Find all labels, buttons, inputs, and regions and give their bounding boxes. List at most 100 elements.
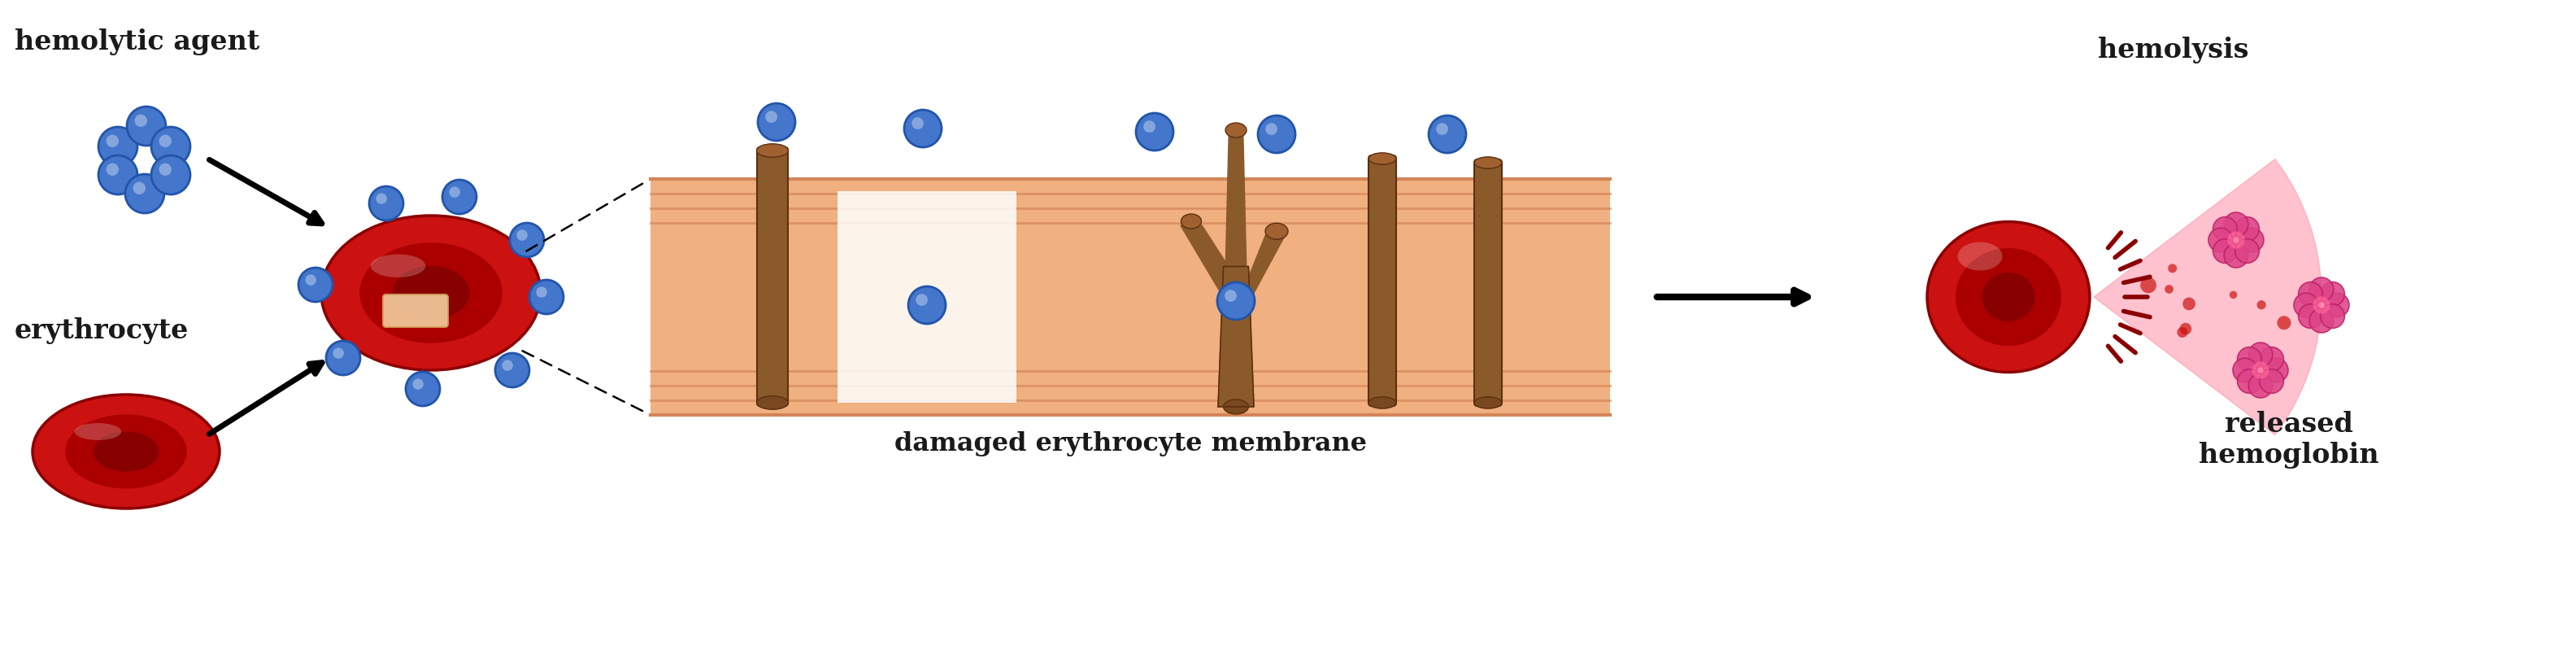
Circle shape: [134, 115, 147, 127]
Circle shape: [2239, 369, 2262, 393]
Circle shape: [2251, 362, 2269, 379]
Circle shape: [2208, 228, 2233, 252]
Circle shape: [510, 223, 544, 257]
Circle shape: [1437, 123, 1448, 135]
Circle shape: [2311, 277, 2334, 302]
Circle shape: [1136, 113, 1172, 150]
Polygon shape: [1226, 134, 1247, 281]
Circle shape: [126, 174, 165, 213]
Circle shape: [2213, 217, 2236, 241]
Ellipse shape: [75, 423, 121, 440]
Ellipse shape: [361, 243, 502, 343]
Circle shape: [2182, 297, 2195, 310]
Circle shape: [2228, 291, 2236, 299]
Circle shape: [98, 156, 137, 194]
Circle shape: [1257, 115, 1296, 153]
Circle shape: [1144, 121, 1157, 132]
Circle shape: [2246, 373, 2259, 386]
Polygon shape: [2094, 159, 2321, 435]
Text: released
hemoglobin: released hemoglobin: [2200, 411, 2380, 469]
Ellipse shape: [1981, 273, 2035, 322]
Polygon shape: [1180, 225, 1236, 295]
Circle shape: [2321, 282, 2344, 306]
Circle shape: [2257, 301, 2267, 310]
Circle shape: [1430, 115, 1466, 153]
Circle shape: [2228, 231, 2244, 248]
FancyBboxPatch shape: [757, 147, 788, 406]
Circle shape: [106, 134, 118, 147]
Circle shape: [2277, 316, 2290, 330]
Ellipse shape: [1265, 223, 1288, 239]
Circle shape: [2313, 297, 2331, 314]
Circle shape: [2311, 308, 2334, 333]
Circle shape: [2259, 347, 2282, 371]
Circle shape: [2233, 358, 2257, 382]
Ellipse shape: [322, 215, 541, 370]
Ellipse shape: [64, 415, 188, 488]
Circle shape: [757, 103, 796, 141]
Ellipse shape: [1180, 214, 1200, 229]
Circle shape: [502, 360, 513, 371]
Circle shape: [2259, 369, 2282, 393]
Ellipse shape: [1224, 399, 1249, 414]
Text: damaged erythrocyte membrane: damaged erythrocyte membrane: [894, 431, 1365, 457]
Circle shape: [2177, 327, 2187, 337]
Circle shape: [2326, 293, 2349, 317]
Circle shape: [765, 111, 778, 123]
Ellipse shape: [392, 266, 469, 320]
Circle shape: [98, 127, 137, 166]
Circle shape: [2321, 304, 2344, 328]
Circle shape: [495, 353, 528, 387]
Circle shape: [2179, 323, 2192, 335]
Circle shape: [912, 117, 925, 129]
Polygon shape: [2094, 159, 2321, 435]
Circle shape: [152, 127, 191, 166]
Ellipse shape: [757, 396, 788, 409]
Circle shape: [376, 193, 386, 204]
Circle shape: [2141, 277, 2156, 293]
Ellipse shape: [1368, 397, 1396, 409]
Circle shape: [2213, 239, 2236, 263]
Circle shape: [126, 107, 165, 146]
Circle shape: [2249, 374, 2272, 398]
Circle shape: [2169, 264, 2177, 273]
Ellipse shape: [1368, 153, 1396, 165]
Circle shape: [134, 182, 144, 194]
Circle shape: [914, 294, 927, 306]
Circle shape: [2293, 293, 2318, 317]
Ellipse shape: [1958, 242, 2002, 270]
Circle shape: [299, 268, 332, 302]
Circle shape: [160, 134, 173, 147]
Circle shape: [443, 180, 477, 214]
Text: hemolytic agent: hemolytic agent: [15, 28, 260, 55]
Polygon shape: [1236, 235, 1285, 308]
Ellipse shape: [1226, 123, 1247, 138]
Circle shape: [332, 348, 343, 358]
Circle shape: [412, 379, 422, 389]
Ellipse shape: [1473, 397, 1502, 409]
Circle shape: [407, 372, 440, 406]
Circle shape: [909, 287, 945, 324]
Circle shape: [2264, 358, 2287, 382]
Ellipse shape: [1927, 221, 2089, 372]
Circle shape: [536, 287, 546, 298]
Bar: [652, 179, 1610, 415]
FancyBboxPatch shape: [384, 295, 448, 327]
Ellipse shape: [1955, 248, 2061, 346]
Circle shape: [2236, 217, 2259, 241]
Polygon shape: [1218, 266, 1255, 407]
Circle shape: [2249, 343, 2272, 366]
Ellipse shape: [93, 432, 160, 471]
Circle shape: [2223, 243, 2249, 268]
Circle shape: [304, 275, 317, 285]
Circle shape: [518, 230, 528, 241]
Circle shape: [1224, 290, 1236, 302]
Circle shape: [1218, 282, 1255, 320]
Circle shape: [2223, 212, 2249, 237]
Text: erythrocyte: erythrocyte: [15, 317, 188, 344]
Text: hemolysis: hemolysis: [2097, 37, 2249, 63]
Circle shape: [152, 156, 191, 194]
FancyBboxPatch shape: [1473, 159, 1502, 406]
Ellipse shape: [1473, 157, 1502, 169]
Bar: [837, 191, 1018, 403]
